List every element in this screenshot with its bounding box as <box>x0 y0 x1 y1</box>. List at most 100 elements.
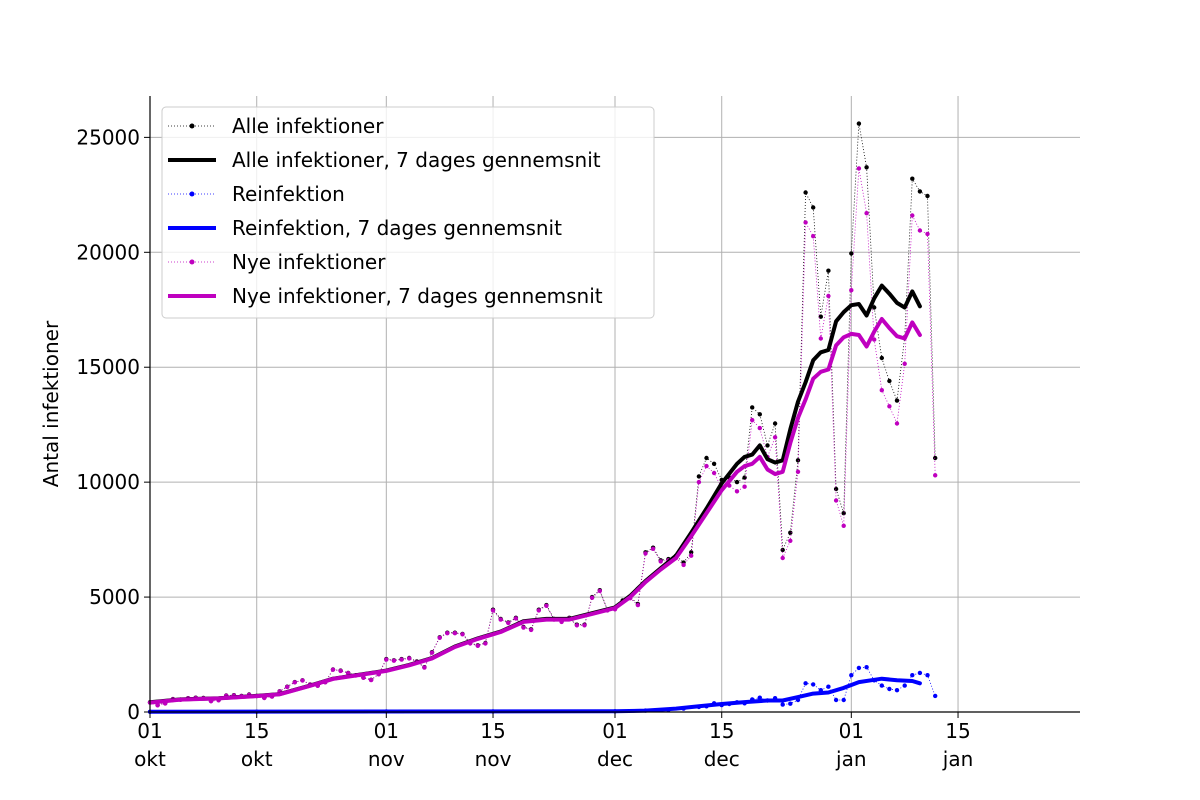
reinfektion-point <box>879 683 884 688</box>
alle-infektioner-point <box>788 530 793 535</box>
alle-infektioner-point <box>933 455 938 461</box>
nye-infektioner-point <box>650 546 656 551</box>
nye-infektioner-point <box>513 616 519 621</box>
alle-infektioner-point <box>917 189 923 194</box>
nye-infektioner-point <box>483 641 488 646</box>
nye-infektioner-point <box>750 417 755 423</box>
alle-infektioner-point <box>704 455 709 461</box>
alle-infektioner-point <box>910 176 915 181</box>
x-tick-day-label: 01 <box>137 719 162 743</box>
nye-infektioner-point <box>818 336 823 341</box>
legend: Alle infektioner Alle infektioner, 7 dage… <box>161 106 655 319</box>
x-tick-day-label: 01 <box>602 719 627 743</box>
alle-infektioner-point <box>887 378 892 384</box>
nye-infektioner-point <box>894 421 900 426</box>
nye-infektioner-point <box>795 469 801 474</box>
nye-infektioner-point <box>490 608 496 613</box>
nye-infektioner-line <box>149 168 936 706</box>
nye-infektioner-point <box>330 667 336 672</box>
nye-infektioner-point <box>925 231 930 237</box>
nye-infektioner-point <box>902 361 907 366</box>
reinfektion-point <box>933 693 938 699</box>
nye-infektioner-point <box>452 631 458 636</box>
alle-infektioner-point <box>856 121 862 126</box>
y-tick-label: 0 <box>127 700 140 724</box>
x-tick-month-label: okt <box>134 747 166 771</box>
alle-infektioner-point <box>742 475 747 480</box>
nye-infektioner-point <box>910 213 915 218</box>
y-axis-title: Antal infektioner <box>39 320 63 487</box>
y-tick-label: 15000 <box>76 355 140 379</box>
alle-infektioner-point <box>734 479 740 485</box>
nye-infektioner-point <box>681 562 686 568</box>
nye-infektioner-point <box>292 680 297 685</box>
reinfektion-7-dages-gennemsnit-line <box>148 676 922 714</box>
alle-infektioner-point <box>689 550 694 555</box>
nye-infektioner-point <box>856 166 862 171</box>
reinfektion-point <box>856 665 862 671</box>
x-tick-month-label: dec <box>704 747 740 771</box>
x-tick-month-label: okt <box>241 747 273 771</box>
alle-infektioner-point <box>780 547 785 553</box>
nye-infektioner-point <box>506 620 511 626</box>
x-tick-month-label: jan <box>835 747 867 771</box>
nye-infektioner-point <box>872 337 877 342</box>
reinfektion-point <box>849 673 854 678</box>
nye-infektioner-point <box>368 677 374 683</box>
x-tick-day-label: 15 <box>945 719 970 743</box>
nye-infektioner-7-dages-gennemsnit-line <box>148 317 922 705</box>
reinfektion-point <box>917 670 923 676</box>
reinfektion-point <box>894 688 900 693</box>
alle-infektioner-point <box>818 314 823 319</box>
alle-infektioner-point <box>803 190 808 195</box>
reinfektion-point <box>826 684 831 689</box>
nye-infektioner-point <box>772 435 778 440</box>
y-tick-label: 20000 <box>76 240 140 264</box>
nye-infektioner-point <box>811 234 816 239</box>
nye-infektioner-point <box>711 470 717 476</box>
nye-infektioner-point <box>445 631 450 636</box>
alle-infektioner-point <box>894 398 900 403</box>
nye-infektioner-point <box>933 473 938 478</box>
reinfektion-point <box>757 695 762 700</box>
nye-infektioner-point <box>887 404 892 409</box>
x-tick-day-label: 15 <box>244 719 269 743</box>
nye-infektioner-point <box>841 523 846 528</box>
nye-infektioner-point <box>437 635 442 640</box>
ticks: 0 5000 10000 15000 20000 25000 01 okt 15 okt 01 nov… <box>76 125 973 771</box>
legend-marker-alle-infektioner <box>189 123 195 129</box>
nye-infektioner-point <box>780 555 785 561</box>
reinfektion-point <box>833 697 839 703</box>
reinfektion-point <box>887 686 892 692</box>
nye-infektioner-point <box>422 665 427 670</box>
alle-infektioner-point <box>849 251 854 256</box>
nye-infektioner-point <box>643 551 648 556</box>
nye-infektioner-point <box>582 623 587 628</box>
nye-infektioner-point <box>635 602 641 608</box>
nye-infektioner-point <box>521 625 526 630</box>
alle-infektioner-point <box>826 268 831 273</box>
x-tick-month-label: nov <box>368 747 405 771</box>
nye-infektioner-point <box>361 675 366 680</box>
nye-infektioner-point <box>528 627 534 633</box>
alle-infektioner-7-dages-gennemsnit-line <box>148 283 922 705</box>
legend-marker-nye-infektioner <box>189 259 195 265</box>
alle-infektioner-point <box>872 305 877 310</box>
y-tick-label: 5000 <box>89 585 140 609</box>
nye-infektioner-point <box>849 288 854 293</box>
nye-infektioner-point <box>917 228 923 233</box>
legend-marker-reinfektion <box>189 191 195 197</box>
reinfektion-point <box>841 697 846 703</box>
x-tick-month-label: dec <box>597 747 633 771</box>
legend-label-reinfektion: Reinfektion <box>232 182 345 206</box>
reinfektion-point <box>780 702 785 707</box>
y-tick-label: 10000 <box>76 470 140 494</box>
alle-infektioner-point <box>925 193 930 199</box>
nye-infektioner-point <box>544 603 549 608</box>
alle-infektioner-line <box>149 123 936 706</box>
legend-label-alle-infektioner-7-dages-gennemsnit: Alle infektioner, 7 dages gennemsnit <box>232 148 601 172</box>
nye-infektioner-point <box>391 658 397 663</box>
reinfektion-point <box>902 683 907 688</box>
reinfektion-point <box>811 682 816 687</box>
alle-infektioner-point <box>757 412 762 417</box>
